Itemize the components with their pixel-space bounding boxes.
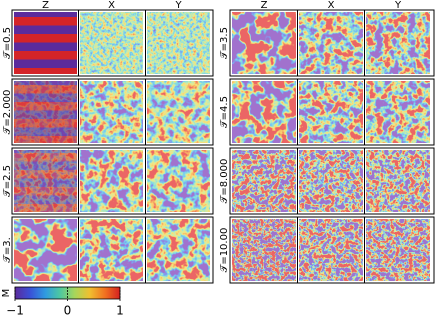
panel [232, 81, 296, 143]
panel [299, 150, 363, 212]
row-label: 𝒯=3.5 [219, 27, 230, 59]
panel [366, 150, 430, 212]
column-header: Z [42, 0, 49, 11]
row-label: 𝒯=4.5 [219, 96, 230, 128]
panel [80, 150, 143, 212]
column-header: Y [394, 0, 402, 11]
panel [299, 12, 363, 74]
column-header: Z [261, 0, 268, 11]
panel-noise [14, 150, 77, 212]
panel [80, 12, 143, 74]
panel [80, 219, 143, 281]
row-label: 𝒯=2.000 [2, 90, 13, 135]
panel [147, 81, 210, 143]
panel [366, 219, 430, 281]
panel [232, 150, 296, 212]
panel [232, 219, 296, 281]
panel [14, 219, 77, 281]
row-label: 𝒯=8.000 [219, 159, 230, 204]
panel [14, 12, 77, 74]
panel [80, 81, 143, 143]
panel [232, 12, 296, 74]
colorbar-tick-label: 1 [116, 304, 124, 318]
row-label: 𝒯=10.00 [219, 228, 230, 273]
panel [299, 81, 363, 143]
colorbar-tick-label: 0 [64, 304, 72, 318]
row-label: 𝒯=0.5 [2, 27, 13, 59]
column-header: X [108, 0, 115, 11]
panel [147, 219, 210, 281]
panel-noise [14, 81, 77, 143]
column-header: X [328, 0, 335, 11]
panel [366, 12, 430, 74]
panel [366, 81, 430, 143]
panel [147, 150, 210, 212]
panel [299, 219, 363, 281]
column-header: Y [174, 0, 182, 11]
row-label: 𝒯=3. [2, 237, 13, 263]
colorbar-label: M [1, 289, 12, 298]
row-label: 𝒯=2.5 [2, 165, 13, 197]
panel [147, 12, 210, 74]
colorbar-tick-label: −1 [6, 304, 24, 318]
